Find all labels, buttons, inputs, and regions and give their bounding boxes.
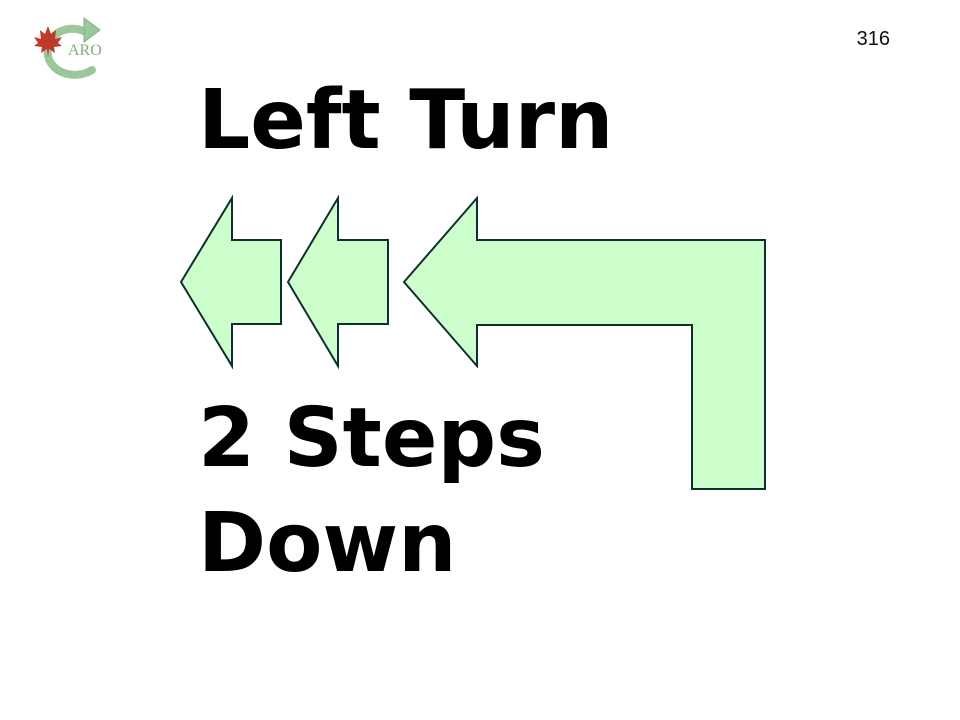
maple-leaf-icon — [34, 26, 62, 58]
steps-line-1: 2 Steps — [198, 391, 545, 486]
logo-text: ARO — [68, 42, 102, 59]
steps-line-2: Down — [198, 496, 457, 591]
organization-logo: ARO — [34, 17, 102, 79]
page-number: 316 — [856, 28, 890, 50]
arrowhead-icon — [83, 17, 101, 43]
small-left-arrow-1 — [179, 194, 282, 370]
small-left-arrow-2 — [286, 194, 389, 370]
slide-title: Left Turn — [198, 73, 614, 168]
